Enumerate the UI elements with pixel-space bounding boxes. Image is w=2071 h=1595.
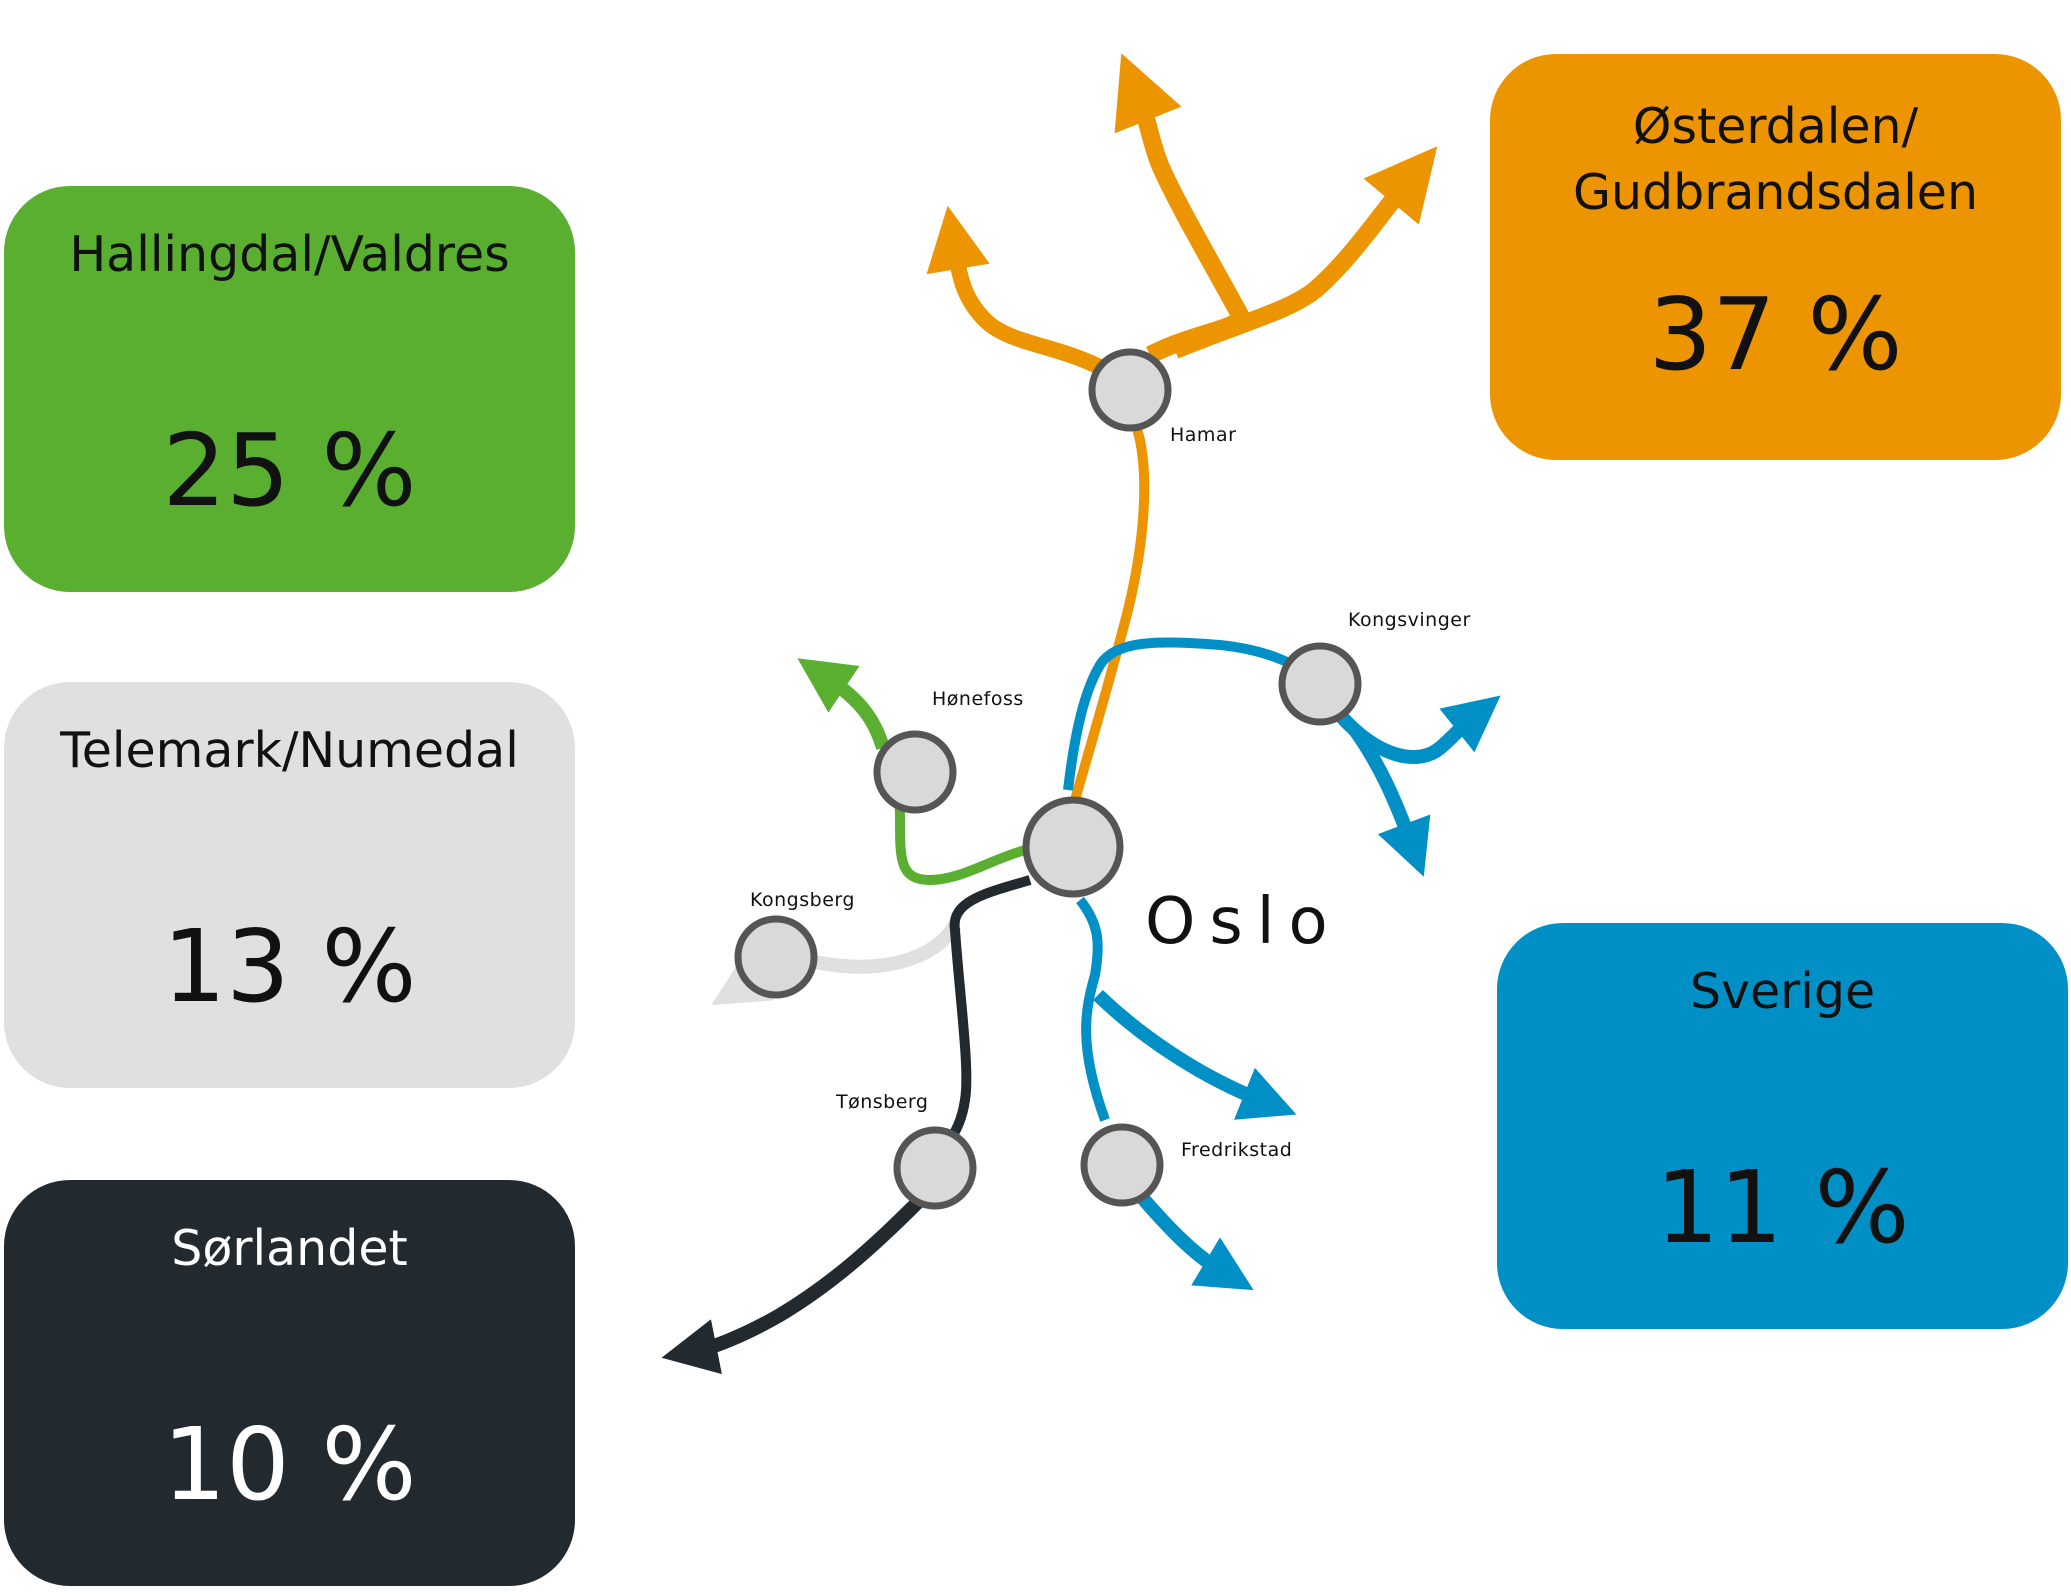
station-node-kongsvinger: [1278, 642, 1362, 726]
region-box-sverige: Sverige 11 %: [1497, 923, 2068, 1329]
route-fredrikstad-south: [1134, 1190, 1254, 1291]
region-name: Telemark/Numedal: [60, 722, 519, 779]
region-name: Sverige: [1689, 963, 1876, 1020]
station-node-kongsberg: [734, 915, 818, 999]
route-oslo-east-coast: [1093, 989, 1297, 1120]
route-tonsberg-southwest: [661, 1195, 925, 1375]
route-kongsvinger-southeast: [1349, 725, 1431, 877]
station-node-fredrikstad: [1080, 1123, 1164, 1207]
city-label-tonsberg: Tønsberg: [835, 1091, 928, 1113]
region-box-hallingdal-valdres: Hallingdal/Valdres 25 %: [4, 186, 575, 592]
city-label-kongsvinger: Kongsvinger: [1348, 609, 1471, 631]
route-honefoss-northwest: [797, 658, 890, 751]
city-label-fredrikstad: Fredrikstad: [1181, 1139, 1292, 1161]
route-oslo-tonsberg: [941, 875, 1032, 1149]
city-label-honefoss: Hønefoss: [932, 688, 1024, 710]
region-name-line2: Gudbrandsdalen: [1572, 164, 1979, 221]
route-hamar-northeast: [1171, 146, 1438, 359]
region-box-telemark-numedal: Telemark/Numedal 13 %: [4, 682, 575, 1088]
hub-label-oslo: Oslo: [1145, 885, 1342, 959]
region-name: Hallingdal/Valdres: [69, 226, 510, 283]
station-node-hamar: [1088, 348, 1172, 432]
region-name: Østerdalen/ Gudbrandsdalen: [1490, 94, 2061, 226]
region-percent: 11 %: [1655, 1149, 1910, 1266]
station-node-oslo: [1022, 796, 1124, 898]
region-percent: 25 %: [162, 412, 417, 529]
region-name: Sørlandet: [171, 1220, 408, 1277]
region-name-line1: Østerdalen/: [1632, 98, 1919, 155]
city-label-hamar: Hamar: [1170, 424, 1236, 446]
region-box-osterdalen-gudbrandsdalen: Østerdalen/ Gudbrandsdalen 37 %: [1490, 54, 2061, 460]
region-percent: 10 %: [162, 1406, 417, 1523]
route-hamar-north: [1114, 53, 1250, 364]
region-box-sorlandet: Sørlandet 10 %: [4, 1180, 575, 1586]
route-oslo-fredrikstad: [1076, 896, 1110, 1122]
route-hamar-northwest: [926, 205, 1109, 378]
region-percent: 37 %: [1648, 276, 1903, 393]
route-oslo-kongsvinger: [1063, 637, 1323, 791]
station-node-tonsberg: [893, 1126, 977, 1210]
region-percent: 13 %: [162, 908, 417, 1025]
city-label-kongsberg: Kongsberg: [750, 889, 855, 911]
route-oslo-hamar: [1070, 388, 1150, 802]
station-node-honefoss: [873, 730, 957, 814]
